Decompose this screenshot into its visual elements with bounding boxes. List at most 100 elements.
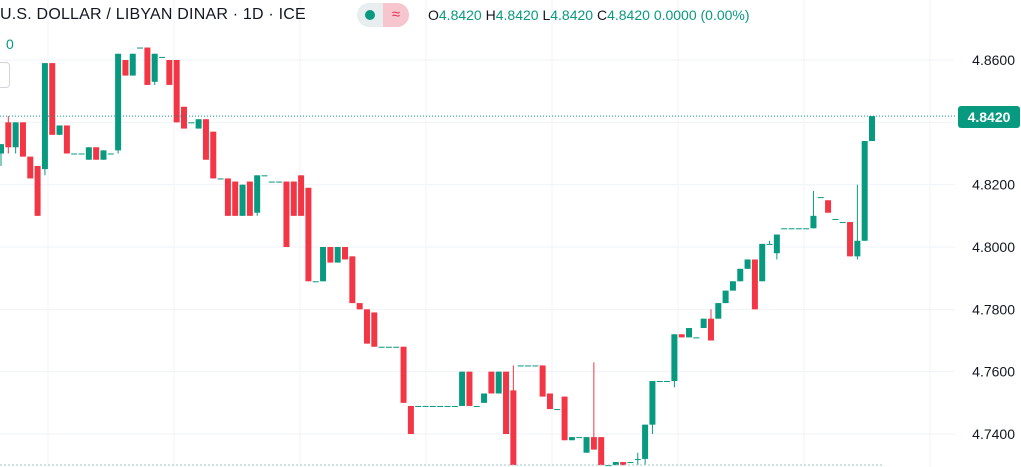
candle-body	[202, 119, 209, 160]
candle	[107, 153, 114, 155]
candle	[27, 156, 34, 179]
y-tick-label: 4.7800	[972, 301, 1015, 317]
candle-body	[27, 156, 34, 179]
candle	[781, 228, 788, 230]
candle	[232, 181, 239, 216]
candle-body	[510, 390, 517, 466]
candle-body	[415, 405, 422, 407]
wave-icon[interactable]: ≈	[383, 3, 409, 27]
candle	[334, 247, 341, 263]
candle	[759, 243, 766, 282]
candle	[451, 405, 458, 407]
y-tick-label: 4.8000	[972, 239, 1015, 255]
candle-body	[847, 222, 854, 257]
candle	[444, 405, 451, 407]
candle	[349, 256, 356, 304]
candle	[407, 405, 414, 434]
candle	[817, 197, 824, 199]
candle-body	[19, 122, 26, 157]
candle-body	[385, 346, 392, 348]
candle-body	[232, 181, 239, 216]
candle-body	[803, 228, 810, 230]
candle-body	[283, 181, 290, 247]
candle-body	[561, 396, 568, 441]
change-value: 0.0000 (0.00%)	[653, 7, 750, 23]
volume-value: 0	[6, 36, 14, 52]
open-label: O	[428, 7, 439, 23]
collapse-button[interactable]	[0, 62, 10, 88]
candle	[298, 175, 305, 216]
low-value: 4.8420	[550, 7, 594, 23]
y-tick-label: 4.8600	[972, 52, 1015, 68]
candle	[217, 178, 224, 180]
candle	[788, 228, 795, 230]
candle-body	[71, 153, 78, 155]
open-value: 4.8420	[438, 7, 482, 23]
candle-body	[751, 259, 758, 310]
candle-body	[481, 393, 488, 403]
candle	[620, 462, 627, 466]
candle	[810, 190, 817, 229]
candle	[612, 462, 619, 466]
candle	[180, 106, 187, 129]
candle-body	[664, 381, 671, 383]
close-value: 4.8420	[607, 7, 650, 23]
candle-body	[869, 116, 875, 142]
candle-body	[144, 47, 151, 85]
candle	[737, 268, 744, 282]
candle	[546, 393, 553, 410]
candle-body	[12, 122, 19, 148]
y-tick-label: 4.7400	[972, 426, 1015, 442]
candle	[100, 150, 107, 160]
price-axis[interactable]: 4.86004.84004.82004.80004.78004.76004.74…	[972, 52, 1015, 442]
candle	[649, 381, 656, 434]
candle-body	[210, 131, 217, 179]
candle	[495, 371, 502, 394]
candle-body	[781, 228, 788, 230]
candle	[415, 405, 422, 407]
candle-body	[524, 365, 531, 367]
candle-body	[546, 393, 553, 410]
candle	[327, 247, 334, 263]
candle	[729, 281, 736, 291]
candle-body	[129, 53, 136, 76]
candle	[437, 405, 444, 407]
market-status-icon[interactable]	[357, 3, 383, 27]
candle-body	[305, 187, 312, 282]
candle-body	[261, 175, 268, 177]
candle	[678, 334, 685, 338]
candle-body	[0, 144, 4, 154]
candle	[825, 200, 832, 213]
candle	[129, 53, 136, 76]
candle	[312, 281, 319, 283]
symbol-title[interactable]: U.S. DOLLAR / LIBYAN DINAR · 1D · ICE	[0, 6, 306, 23]
candle	[503, 371, 510, 434]
candle-body	[444, 405, 451, 407]
candle-body	[378, 346, 385, 348]
candle-body	[166, 60, 173, 85]
candle	[605, 465, 612, 467]
candle	[195, 119, 202, 129]
candle	[869, 116, 875, 142]
status-pill[interactable]: ≈	[357, 3, 409, 27]
candle-body	[363, 309, 370, 344]
candle-body	[429, 405, 436, 407]
candle	[554, 409, 561, 411]
candle-body	[773, 234, 780, 254]
candle	[56, 125, 63, 135]
candle	[517, 365, 524, 367]
candle-body	[795, 228, 802, 230]
candle-body	[290, 181, 297, 216]
candle-body	[78, 153, 85, 155]
candle	[686, 328, 693, 338]
candle-body	[861, 141, 868, 241]
candle-body	[180, 106, 187, 129]
candle-body	[671, 334, 678, 382]
candle	[378, 346, 385, 348]
candle-body	[634, 458, 641, 460]
candle-body	[744, 259, 751, 269]
candle-body	[590, 437, 597, 450]
candle	[151, 53, 158, 85]
candle	[766, 240, 773, 245]
